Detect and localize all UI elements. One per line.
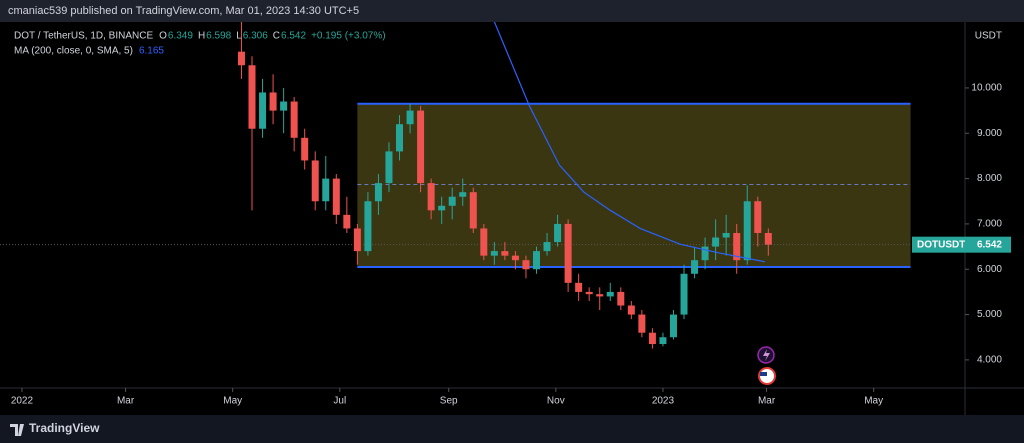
candle-body [743,201,751,261]
candle-body [501,251,509,256]
ohlc-label: H [198,31,205,42]
publisher-line: cmaniac539 published on TradingView.com,… [8,5,359,17]
x-tick-label: May [223,396,242,407]
candle-body [543,242,551,252]
candle-body [406,110,414,125]
candle-body [237,51,245,66]
candle-body [648,332,656,345]
x-tick-label: Sep [440,396,458,407]
price-tag-name-bg [912,236,965,253]
candle-body [627,305,635,315]
y-tick-label: 5.000 [977,309,1002,320]
candle-body [564,223,572,283]
candle-body [575,282,583,292]
candle-body [353,228,361,252]
candle-body [691,260,699,274]
candle-body [248,65,256,129]
candle-body [259,92,267,129]
footer-brand: TradingView [29,421,100,435]
candle-body [733,232,741,261]
candle-body [659,337,667,345]
ma-value: 6.165 [139,46,164,57]
currency: USDT [975,31,1002,42]
candle-body [343,214,351,229]
candle-body [396,124,404,152]
candle-body [606,291,614,297]
x-tick-label: Jul [333,396,346,407]
x-tick-label: May [864,396,883,407]
candle-body [438,205,446,211]
candle-body [280,101,288,111]
candle-body [617,291,625,306]
candle-body [301,137,309,161]
candle-body [427,183,435,211]
x-tick-label: Nov [547,396,565,407]
price-tag-value: 6.542 [977,239,1002,250]
x-tick-label: 2023 [652,396,675,407]
candle-body [585,291,593,295]
footer-bar [0,415,1024,443]
y-tick-label: 9.000 [977,128,1002,139]
ma-line [493,22,765,263]
candle-body [533,251,541,270]
axes: 4.000 5.000 6.000 7.000 8.000 9.000 10.000 2022… [0,22,1024,415]
range-box [357,103,911,267]
candle-body [680,273,688,315]
candle-body [522,260,530,270]
candle-body [269,92,277,111]
candle-body [754,201,762,233]
ohlc-label: L [236,31,242,42]
candle-body [311,160,319,202]
candle-body [596,294,604,297]
candle-body [385,151,393,184]
change: +0.195 (+3.07%) [311,31,386,42]
candle-body [701,246,709,261]
candle-body [374,183,382,202]
y-tick-label: 7.000 [977,219,1002,230]
candle-body [554,223,562,243]
candle-body [480,228,488,256]
ma-legend: MA (200, close, 0, SMA, 5) [14,46,133,57]
x-tick-label: Mar [758,396,776,407]
ohlc-label: C [273,31,280,42]
ohlc-value: 6.306 [243,31,268,42]
candle-body [417,110,425,184]
candle-body [364,201,372,252]
flag-icon-canton [760,372,767,376]
symbol: DOT / TetherUS, 1D, BINANCE [14,31,153,42]
price-tag-bg [965,236,1011,253]
candle-body [332,178,340,215]
header-bar [0,0,1024,22]
x-tick-label: Mar [117,396,135,407]
candle-body [638,314,646,333]
candle-body [290,101,298,138]
candle-body [469,192,477,229]
y-tick-label: 6.000 [977,264,1002,275]
candle-body [712,237,720,247]
candle-body [459,192,467,197]
ohlc-value: 6.542 [281,31,306,42]
candle-body [511,255,519,261]
y-tick-label: 10.000 [971,83,1002,94]
ohlc-label: O [159,31,167,42]
x-tick-label: 2022 [11,396,34,407]
plot-area [0,22,965,349]
candle-body [448,196,456,206]
y-tick-label: 8.000 [977,173,1002,184]
logo [10,424,24,436]
event-icon-bolt [763,349,770,361]
candle-body [322,178,330,202]
candle-body [722,232,730,238]
ohlc-value: 6.349 [168,31,193,42]
candle-body [764,232,772,245]
y-tick-label: 4.000 [977,355,1002,366]
candle-body [490,251,498,256]
candle-body [669,314,677,338]
price-tag-name: DOTUSDT [917,239,965,250]
ohlc-value: 6.598 [206,31,231,42]
